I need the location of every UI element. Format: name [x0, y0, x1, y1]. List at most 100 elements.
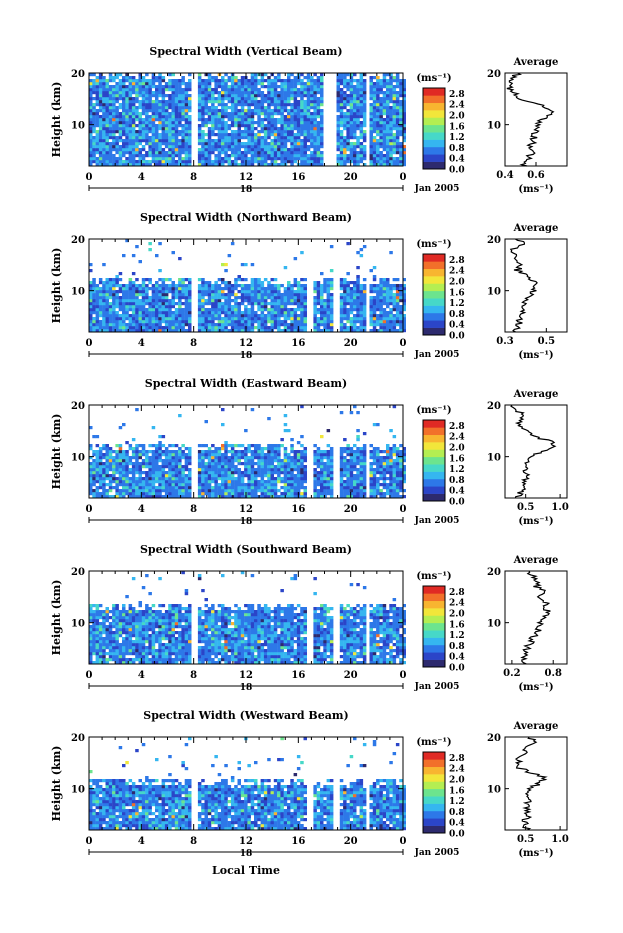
- heatmap-cell: [274, 97, 278, 100]
- heatmap-cell: [119, 480, 123, 483]
- heatmap-cell: [178, 257, 182, 260]
- heatmap-cell: [346, 124, 350, 127]
- heatmap-cell: [313, 483, 317, 486]
- heatmap-cell: [125, 157, 129, 160]
- heatmap-cell: [139, 468, 143, 471]
- heatmap-cell: [178, 290, 182, 293]
- heatmap-cell: [231, 314, 235, 317]
- heatmap-cell: [356, 299, 360, 302]
- heatmap-cell: [224, 136, 228, 139]
- heatmap-cell: [386, 296, 390, 299]
- heatmap-cell: [343, 314, 347, 317]
- heatmap-cell: [363, 118, 367, 121]
- heatmap-cell: [244, 109, 248, 112]
- heatmap-cell: [148, 242, 152, 245]
- heatmap-cell: [337, 154, 341, 157]
- heatmap-cell: [360, 471, 364, 474]
- heatmap-cell: [389, 133, 393, 136]
- heatmap-cell: [353, 118, 357, 121]
- heatmap-cell: [119, 471, 123, 474]
- heatmap-cell: [142, 308, 146, 311]
- heatmap-cell: [257, 124, 261, 127]
- heatmap-cell: [96, 79, 100, 82]
- heatmap-cell: [257, 468, 261, 471]
- heatmap-cell: [231, 154, 235, 157]
- heatmap-cell: [112, 154, 116, 157]
- heatmap-cell: [122, 121, 126, 124]
- heatmap-cell: [356, 281, 360, 284]
- heatmap-cell: [280, 157, 284, 160]
- heatmap-cell: [247, 157, 251, 160]
- heatmap-cell: [290, 82, 294, 85]
- heatmap-cell: [304, 154, 308, 157]
- heatmap-cell: [188, 281, 192, 284]
- heatmap-cell: [313, 136, 317, 139]
- heatmap-cell: [162, 85, 166, 88]
- heatmap-cell: [300, 154, 304, 157]
- heatmap-cell: [261, 139, 265, 142]
- heatmap-cell: [152, 124, 156, 127]
- heatmap-cell: [165, 314, 169, 317]
- heatmap-cell: [386, 157, 390, 160]
- heatmap-cell: [320, 299, 324, 302]
- heatmap-cell: [370, 468, 374, 471]
- heatmap-cell: [115, 151, 119, 154]
- heatmap-cell: [201, 284, 205, 287]
- heatmap-cell: [370, 130, 374, 133]
- heatmap-cell: [389, 157, 393, 160]
- heatmap-cell: [102, 157, 106, 160]
- heatmap-cell: [208, 302, 212, 305]
- heatmap-cell: [373, 136, 377, 139]
- heatmap-cell: [96, 284, 100, 287]
- heatmap-cell: [304, 311, 308, 314]
- heatmap-cell: [287, 296, 291, 299]
- heatmap-cell: [241, 314, 245, 317]
- heatmap-cell: [327, 320, 331, 323]
- heatmap-cell: [92, 154, 96, 157]
- heatmap-cell: [228, 281, 232, 284]
- heatmap-cell: [261, 154, 265, 157]
- heatmap-cell: [234, 112, 238, 115]
- heatmap-cell: [112, 317, 116, 320]
- heatmap-cell: [221, 486, 225, 489]
- heatmap-cell: [267, 311, 271, 314]
- heatmap-cell: [277, 299, 281, 302]
- heatmap-cell: [244, 474, 248, 477]
- heatmap-cell: [304, 109, 308, 112]
- heatmap-cell: [221, 79, 225, 82]
- heatmap-cell: [257, 148, 261, 151]
- heatmap-cell: [257, 305, 261, 308]
- heatmap-cell: [363, 489, 367, 492]
- heatmap-cell: [92, 157, 96, 160]
- heatmap-cell: [297, 290, 301, 293]
- heatmap-cell: [211, 302, 215, 305]
- heatmap-cell: [300, 477, 304, 480]
- heatmap-cell: [244, 483, 248, 486]
- heatmap-cell: [102, 85, 106, 88]
- heatmap-cell: [277, 148, 281, 151]
- heatmap-cell: [218, 103, 222, 106]
- heatmap-cell: [330, 326, 334, 329]
- heatmap-cell: [185, 91, 189, 94]
- heatmap-cell: [129, 284, 133, 287]
- heatmap-cell: [234, 278, 238, 281]
- heatmap-cell: [145, 311, 149, 314]
- heatmap-cell: [162, 142, 166, 145]
- heatmap-cell: [218, 151, 222, 154]
- heatmap-cell: [356, 296, 360, 299]
- heatmap-cell: [280, 97, 284, 100]
- heatmap-cell: [112, 486, 116, 489]
- heatmap-cell: [277, 91, 281, 94]
- heatmap-cell: [224, 305, 228, 308]
- heatmap-cell: [96, 112, 100, 115]
- heatmap-cell: [254, 94, 258, 97]
- heatmap-cell: [122, 85, 126, 88]
- heatmap-cell: [373, 157, 377, 160]
- heatmap-cell: [300, 299, 304, 302]
- heatmap-cell: [271, 115, 275, 118]
- heatmap-cell: [393, 103, 397, 106]
- heatmap-cell: [327, 293, 331, 296]
- heatmap-cell: [218, 302, 222, 305]
- heatmap-cell: [294, 489, 298, 492]
- heatmap-cell: [343, 118, 347, 121]
